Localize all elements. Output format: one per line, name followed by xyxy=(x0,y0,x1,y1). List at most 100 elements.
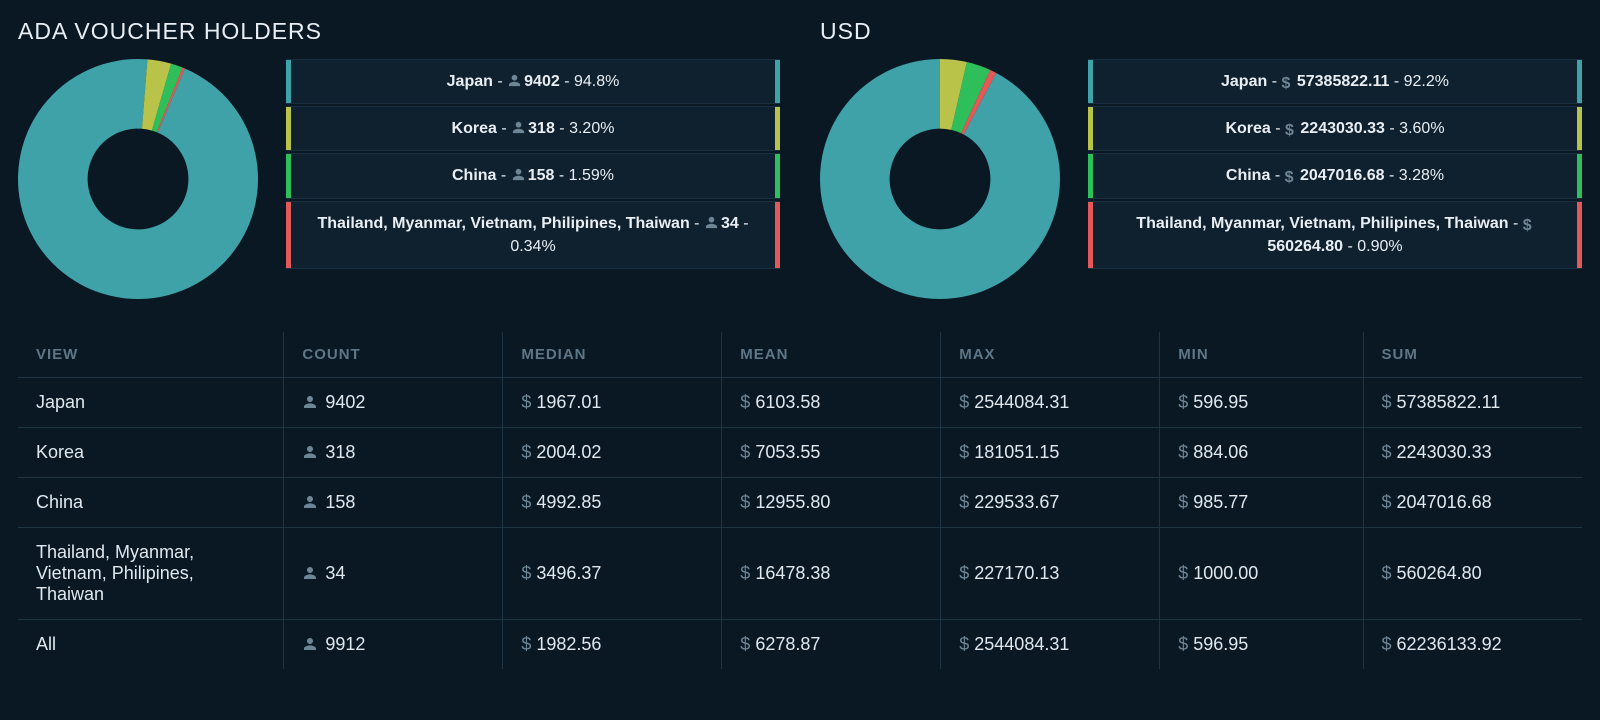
cell-median: 1967.01 xyxy=(536,392,601,412)
panel-usd: USD Japan - $ 57385822.11 - 92.2% xyxy=(820,18,1582,304)
th-median: MEDIAN xyxy=(503,332,722,378)
td-median: $ 4992.85 xyxy=(503,478,722,528)
legend: Japan - 9402 - 94.8% Korea - 318 - 3.20% xyxy=(286,59,780,271)
dollar-icon: $ xyxy=(740,442,750,462)
td-mean: $ 6278.87 xyxy=(722,620,941,670)
legend-item: Japan - $ 57385822.11 - 92.2% xyxy=(1088,59,1582,104)
cell-sum: 2243030.33 xyxy=(1397,442,1492,462)
table-row: Korea 318$ 2004.02$ 7053.55$ 181051.15$ … xyxy=(18,428,1582,478)
dollar-icon: $ xyxy=(959,392,969,412)
person-icon xyxy=(302,565,318,581)
donut-chart xyxy=(820,59,1060,299)
dollar-icon: $ xyxy=(1382,634,1392,654)
cell-count: 34 xyxy=(325,563,345,583)
td-count: 9402 xyxy=(284,378,503,428)
table-row: Japan 9402$ 1967.01$ 6103.58$ 2544084.31… xyxy=(18,378,1582,428)
dollar-icon: $ xyxy=(1178,563,1188,583)
cell-view: Korea xyxy=(36,442,84,462)
legend-item: China - 158 - 1.59% xyxy=(286,153,780,198)
dollar-icon: $ xyxy=(959,563,969,583)
td-sum: $ 2047016.68 xyxy=(1363,478,1582,528)
td-sum: $ 57385822.11 xyxy=(1363,378,1582,428)
cell-sum: 2047016.68 xyxy=(1397,492,1492,512)
donut-chart xyxy=(18,59,258,299)
td-max: $ 229533.67 xyxy=(941,478,1160,528)
cell-view: All xyxy=(36,634,56,654)
table-row: China 158$ 4992.85$ 12955.80$ 229533.67$… xyxy=(18,478,1582,528)
dollar-icon: $ xyxy=(1382,492,1392,512)
td-median: $ 2004.02 xyxy=(503,428,722,478)
td-view: All xyxy=(18,620,284,670)
dollar-icon: $ xyxy=(1285,123,1294,139)
person-icon xyxy=(302,444,318,460)
cell-count: 9912 xyxy=(325,634,365,654)
dollar-icon: $ xyxy=(521,563,531,583)
td-sum: $ 560264.80 xyxy=(1363,528,1582,620)
legend-label: China xyxy=(1226,167,1270,184)
legend-percent: 0.34% xyxy=(510,238,555,255)
legend-item: Korea - $ 2243030.33 - 3.60% xyxy=(1088,106,1582,151)
cell-count: 9402 xyxy=(325,392,365,412)
legend-percent: 3.60% xyxy=(1399,120,1444,137)
dollar-icon: $ xyxy=(1178,634,1188,654)
dollar-icon: $ xyxy=(521,634,531,654)
td-min: $ 985.77 xyxy=(1160,478,1363,528)
person-icon xyxy=(511,167,526,182)
td-min: $ 596.95 xyxy=(1160,378,1363,428)
dollar-icon: $ xyxy=(1281,76,1290,92)
th-mean: MEAN xyxy=(722,332,941,378)
td-mean: $ 7053.55 xyxy=(722,428,941,478)
td-max: $ 227170.13 xyxy=(941,528,1160,620)
dollar-icon: $ xyxy=(1285,170,1294,186)
dollar-icon: $ xyxy=(740,634,750,654)
td-max: $ 2544084.31 xyxy=(941,378,1160,428)
cell-max: 227170.13 xyxy=(974,563,1059,583)
cell-sum: 57385822.11 xyxy=(1397,392,1501,412)
cell-min: 1000.00 xyxy=(1193,563,1258,583)
dollar-icon: $ xyxy=(1382,563,1392,583)
td-count: 9912 xyxy=(284,620,503,670)
cell-median: 4992.85 xyxy=(536,492,601,512)
legend-label: Thailand, Myanmar, Vietnam, Philipines, … xyxy=(317,215,689,232)
legend-label: Japan xyxy=(447,73,493,90)
td-sum: $ 2243030.33 xyxy=(1363,428,1582,478)
cell-max: 2544084.31 xyxy=(974,634,1069,654)
td-median: $ 1982.56 xyxy=(503,620,722,670)
cell-median: 1982.56 xyxy=(536,634,601,654)
td-min: $ 1000.00 xyxy=(1160,528,1363,620)
th-max: MAX xyxy=(941,332,1160,378)
dollar-icon: $ xyxy=(1382,442,1392,462)
legend-percent: 92.2% xyxy=(1404,73,1449,90)
td-min: $ 596.95 xyxy=(1160,620,1363,670)
legend: Japan - $ 57385822.11 - 92.2% Korea - $ … xyxy=(1088,59,1582,271)
dollar-icon: $ xyxy=(740,563,750,583)
td-min: $ 884.06 xyxy=(1160,428,1363,478)
td-max: $ 181051.15 xyxy=(941,428,1160,478)
dollar-icon: $ xyxy=(959,442,969,462)
stats-table: VIEWCOUNTMEDIANMEANMAXMINSUM Japan 9402$… xyxy=(18,332,1582,669)
td-view: Korea xyxy=(18,428,284,478)
dollar-icon: $ xyxy=(1178,392,1188,412)
panel-holders: ADA VOUCHER HOLDERS Japan - 9402 - 94.8% xyxy=(18,18,780,304)
cell-max: 2544084.31 xyxy=(974,392,1069,412)
td-view: China xyxy=(18,478,284,528)
legend-item: Japan - 9402 - 94.8% xyxy=(286,59,780,104)
td-mean: $ 6103.58 xyxy=(722,378,941,428)
cell-max: 229533.67 xyxy=(974,492,1059,512)
legend-label: Korea xyxy=(1225,120,1270,137)
cell-min: 596.95 xyxy=(1193,634,1248,654)
td-mean: $ 12955.80 xyxy=(722,478,941,528)
person-icon xyxy=(302,394,318,410)
cell-median: 3496.37 xyxy=(536,563,601,583)
th-sum: SUM xyxy=(1363,332,1582,378)
td-count: 158 xyxy=(284,478,503,528)
person-icon xyxy=(511,120,526,135)
legend-percent: 3.28% xyxy=(1399,167,1444,184)
dollar-icon: $ xyxy=(740,392,750,412)
dollar-icon: $ xyxy=(1382,392,1392,412)
cell-count: 318 xyxy=(325,442,355,462)
td-count: 318 xyxy=(284,428,503,478)
cell-count: 158 xyxy=(325,492,355,512)
person-icon xyxy=(302,494,318,510)
legend-label: Thailand, Myanmar, Vietnam, Philipines, … xyxy=(1136,215,1508,232)
